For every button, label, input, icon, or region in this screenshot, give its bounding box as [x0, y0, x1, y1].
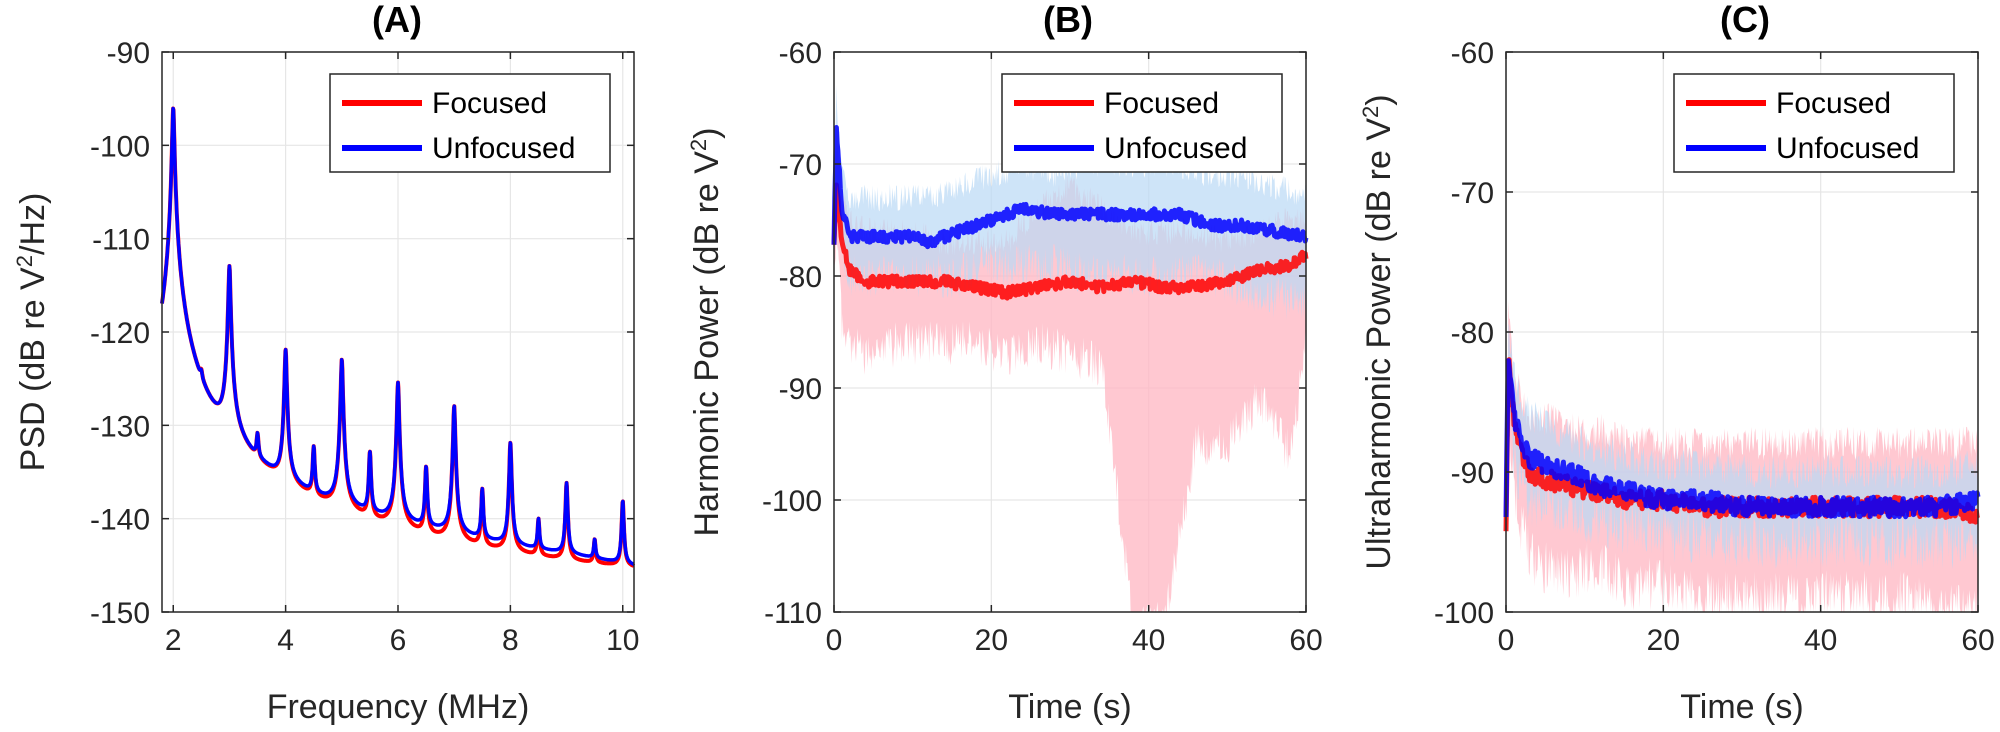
legend-box	[329, 73, 611, 173]
x-tick-label: 60	[1961, 624, 1994, 657]
legend-label-focused: Focused	[1776, 87, 1891, 120]
y-tick-label: -110	[764, 597, 822, 630]
legend-label-focused: Focused	[1104, 87, 1219, 120]
x-tick-label: 20	[975, 624, 1008, 657]
x-tick-label: 4	[277, 624, 294, 657]
ticks: 0 20 40 60 -100 -90 -80 -70 -60	[1434, 37, 1995, 657]
x-axis-label: Time (s)	[1680, 688, 1803, 726]
series-line-unfocused	[831, 125, 1309, 250]
x-tick-label: 40	[1132, 624, 1165, 657]
series-line-unfocused	[1503, 358, 1981, 520]
legend-label-unfocused: Unfocused	[1776, 132, 1919, 165]
plot-area	[831, 84, 1309, 612]
y-axis-label: Ultraharmonic Power (dB re V2)	[1358, 94, 1398, 569]
series-line-focused	[831, 182, 1309, 301]
legend-box	[1673, 73, 1955, 173]
y-tick-label: -70	[1451, 177, 1494, 210]
x-tick-label: 40	[1804, 624, 1837, 657]
y-tick-label: -90	[779, 373, 822, 406]
chart-title: (A)	[372, 0, 422, 40]
y-tick-label: -80	[1451, 317, 1494, 350]
y-axis-label: PSD (dB re V2/Hz)	[12, 193, 52, 472]
x-tick-label: 0	[1498, 624, 1515, 657]
y-tick-label: -70	[779, 149, 822, 182]
y-tick-label: -130	[90, 410, 150, 443]
legend: Focused Unfocused	[1001, 73, 1283, 173]
x-tick-label: 0	[826, 624, 843, 657]
y-tick-label: -140	[90, 504, 150, 537]
legend-label-unfocused: Unfocused	[432, 132, 575, 165]
chart-title: (B)	[1043, 0, 1093, 40]
y-tick-label: -110	[92, 224, 150, 257]
legend-label-focused: Focused	[432, 87, 547, 120]
series-band-unfocused	[834, 84, 1306, 321]
y-tick-label: -100	[762, 485, 822, 518]
y-tick-label: -150	[90, 597, 150, 630]
x-tick-label: 60	[1289, 624, 1322, 657]
x-tick-label: 10	[606, 624, 639, 657]
x-tick-label: 8	[502, 624, 519, 657]
x-axis-label: Frequency (MHz)	[267, 688, 530, 726]
legend: Focused Unfocused	[1673, 73, 1955, 173]
x-tick-label: 2	[165, 624, 182, 657]
ticks: 2 4 6 8 10 -150 -140 -130 -120 -110 -100 -90	[90, 37, 639, 657]
panel-b: (B) 0 20 40 60 -110 -100 -90 -80 -70 -60 Time (s)…	[686, 0, 1323, 726]
plot-area	[1503, 301, 1981, 612]
x-tick-label: 6	[390, 624, 407, 657]
x-axis-label: Time (s)	[1008, 688, 1131, 726]
y-axis-label: Harmonic Power (dB re V2)	[686, 127, 726, 536]
chart-title: (C)	[1720, 0, 1770, 40]
legend-label-unfocused: Unfocused	[1104, 132, 1247, 165]
series-line-unfocused	[160, 106, 636, 567]
y-tick-label: -90	[107, 37, 150, 70]
legend-box	[1001, 73, 1283, 173]
legend: Focused Unfocused	[329, 73, 611, 173]
y-tick-label: -60	[779, 37, 822, 70]
y-tick-label: -100	[90, 130, 150, 163]
axes-box	[833, 51, 1307, 613]
y-tick-label: -60	[1451, 37, 1494, 70]
y-tick-label: -80	[779, 261, 822, 294]
plot-area	[160, 106, 636, 568]
panel-c: (C) 0 20 40 60 -100 -90 -80 -70 -60 Time (s) Ult…	[1358, 0, 1995, 726]
ticks: 0 20 40 60 -110 -100 -90 -80 -70 -60	[762, 37, 1323, 657]
y-tick-label: -100	[1434, 597, 1494, 630]
panel-a: (A) 2 4 6 8 10 -150 -140 -130 -120 -110 -100 -90 Fr…	[12, 0, 639, 726]
y-tick-label: -90	[1451, 457, 1494, 490]
x-tick-label: 20	[1647, 624, 1680, 657]
y-tick-label: -120	[90, 317, 150, 350]
